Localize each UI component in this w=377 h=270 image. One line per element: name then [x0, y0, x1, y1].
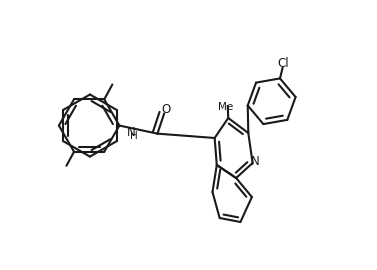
Text: O: O: [161, 103, 170, 116]
Text: Cl: Cl: [278, 57, 289, 70]
Text: Me: Me: [218, 102, 233, 112]
Text: N: N: [250, 155, 259, 168]
Text: N: N: [127, 126, 136, 139]
Text: H: H: [130, 131, 138, 141]
